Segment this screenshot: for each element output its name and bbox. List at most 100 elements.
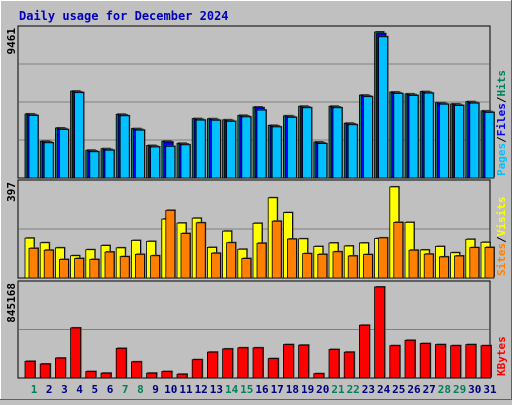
bar-sites-day-16	[256, 242, 267, 279]
bar-pages-day-24	[378, 36, 389, 179]
bar-kbytes-day-25	[389, 345, 401, 379]
bar-sites-day-4	[74, 258, 84, 279]
day-label-15: 15	[240, 383, 253, 396]
bar-pages-day-8	[134, 129, 145, 179]
bar-sites-day-27	[423, 253, 434, 279]
bar-kbytes-day-24	[374, 286, 386, 379]
y-max-label: 397	[5, 182, 18, 202]
chart-title: Daily usage for December 2024	[19, 9, 229, 23]
day-label-3: 3	[61, 383, 68, 396]
day-label-29: 29	[453, 383, 466, 396]
bar-pages-day-16	[256, 109, 267, 179]
legend-pages: Pages	[495, 143, 508, 176]
bar-pages-day-25	[393, 93, 404, 179]
bar-pages-day-21	[332, 107, 343, 179]
bar-pages-day-30	[469, 102, 480, 179]
day-label-9: 9	[152, 383, 159, 396]
legend-separator: /	[495, 96, 508, 103]
bar-kbytes-day-23	[358, 324, 370, 379]
bar-pages-day-1	[28, 115, 39, 179]
bar-pages-day-14	[226, 120, 237, 179]
bar-pages-day-13	[210, 119, 221, 179]
legend-visits: Visits	[495, 197, 508, 237]
day-label-5: 5	[91, 383, 98, 396]
day-label-25: 25	[392, 383, 405, 396]
day-label-6: 6	[107, 383, 114, 396]
legend-visits-sites: Sites/Visits	[495, 197, 508, 277]
legend-files: Files	[495, 103, 508, 136]
bar-kbytes-day-31	[480, 345, 492, 379]
bar-sites-day-8	[134, 253, 145, 279]
bar-sites-day-5	[89, 259, 100, 279]
day-label-1: 1	[31, 383, 38, 396]
bar-kbytes-day-30	[465, 344, 477, 379]
bar-sites-day-13	[210, 252, 221, 279]
bar-pages-day-7	[119, 115, 130, 179]
bar-sites-day-18	[286, 238, 297, 279]
bar-kbytes-day-11	[176, 373, 188, 379]
bar-pages-day-22	[347, 124, 358, 179]
bar-kbytes-day-17	[267, 358, 279, 379]
day-label-22: 22	[347, 383, 360, 396]
legend-separator: /	[495, 236, 508, 243]
legend-hits-files-pages: Pages/Files/Hits	[495, 70, 508, 176]
day-label-2: 2	[46, 383, 53, 396]
bar-pages-day-18	[286, 116, 297, 179]
bar-kbytes-day-18	[282, 344, 294, 379]
bar-sites-day-20	[317, 253, 328, 279]
bar-pages-day-6	[104, 149, 115, 179]
bar-sites-day-17	[271, 220, 282, 279]
day-label-8: 8	[137, 383, 144, 396]
bar-sites-day-31	[484, 247, 495, 279]
bar-kbytes-day-26	[404, 339, 416, 379]
bar-kbytes-day-7	[115, 347, 127, 379]
day-label-21: 21	[331, 383, 345, 396]
bar-kbytes-day-15	[237, 347, 249, 379]
day-label-23: 23	[362, 383, 375, 396]
bar-sites-day-7	[119, 256, 130, 279]
bar-pages-day-9	[150, 146, 161, 179]
bar-sites-day-6	[104, 251, 115, 279]
day-label-26: 26	[407, 383, 421, 396]
bar-kbytes-day-20	[313, 373, 325, 379]
day-label-28: 28	[438, 383, 451, 396]
bar-pages-day-23	[362, 96, 373, 179]
day-label-4: 4	[76, 383, 83, 396]
bar-pages-day-3	[59, 129, 69, 179]
bar-sites-day-9	[150, 255, 161, 279]
bar-kbytes-day-8	[130, 361, 142, 379]
bar-sites-day-30	[469, 247, 480, 279]
day-label-7: 7	[122, 383, 129, 396]
bar-pages-day-11	[180, 144, 191, 179]
bar-kbytes-day-9	[146, 372, 158, 379]
legend-kbytes: KBytes	[495, 336, 508, 376]
bar-kbytes-day-3	[55, 357, 66, 379]
day-label-17: 17	[271, 383, 284, 396]
bar-pages-day-26	[408, 95, 419, 179]
bar-sites-day-19	[302, 253, 313, 279]
day-label-31: 31	[483, 383, 497, 396]
bar-sites-day-15	[241, 258, 252, 279]
bar-kbytes-day-22	[343, 351, 355, 379]
panel-kbytes: 845168 KBytes	[5, 280, 508, 379]
bar-sites-day-26	[408, 249, 419, 279]
bar-pages-day-12	[195, 119, 206, 179]
legend-hits: Hits	[495, 70, 508, 97]
bar-kbytes-day-12	[191, 359, 203, 379]
bar-kbytes-day-6	[100, 372, 112, 379]
day-label-16: 16	[255, 383, 269, 396]
bar-kbytes-day-21	[328, 349, 340, 379]
bar-kbytes-day-28	[434, 344, 446, 379]
bar-kbytes-day-4	[70, 327, 81, 379]
bar-sites-day-22	[347, 255, 358, 279]
bar-sites-day-10	[165, 209, 176, 279]
bar-sites-day-1	[28, 247, 39, 279]
bar-pages-day-15	[241, 116, 252, 179]
day-label-18: 18	[286, 383, 299, 396]
day-label-12: 12	[195, 383, 208, 396]
day-label-30: 30	[468, 383, 481, 396]
day-label-27: 27	[423, 383, 436, 396]
